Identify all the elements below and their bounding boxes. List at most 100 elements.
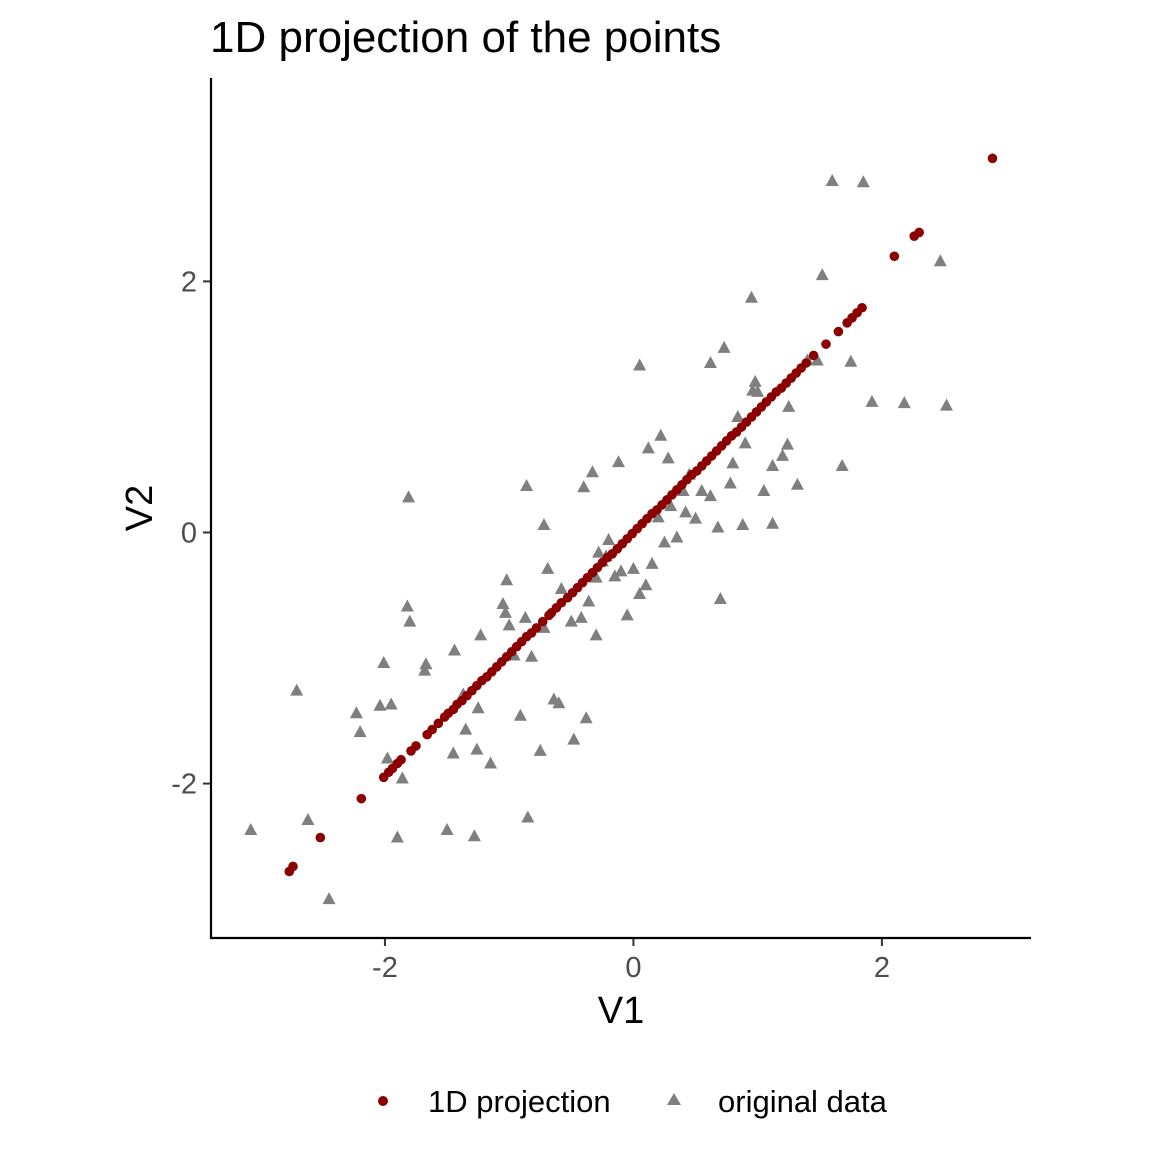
original-data-point [440,823,454,836]
legend: 1D projection original data [378,1084,888,1119]
original-data-point [689,511,703,524]
projection-point [821,339,831,349]
original-data-point [400,599,414,612]
original-data-point [835,458,849,471]
projection-point [531,623,542,633]
original-data-point [518,610,532,623]
original-data-points [244,173,954,905]
original-data-point [657,535,671,548]
original-data-point [521,810,535,823]
original-data-point [633,358,647,371]
projection-points [284,153,998,877]
original-data-point [579,711,593,724]
original-data-point [757,484,771,497]
original-data-point [380,751,394,764]
original-data-point [940,398,954,411]
original-data-point [244,823,258,836]
y-axis-ticks: -2 0 2 [171,266,211,801]
original-data-point [726,456,740,469]
original-data-point [496,597,510,610]
x-tick-label: -2 [372,952,398,984]
original-data-point [585,465,599,478]
projection-point [833,326,844,337]
original-data-point [790,477,804,490]
original-data-point [711,520,725,533]
y-tick-label: 0 [181,517,197,549]
original-data-point [592,545,606,558]
legend-label-original: original data [718,1084,888,1119]
original-data-point [498,605,512,618]
original-data-point [564,614,578,627]
original-data-point [467,829,481,842]
original-data-point [554,581,568,594]
original-data-point [349,706,363,719]
y-tick-label: 2 [181,266,197,298]
original-data-point [582,594,596,607]
original-data-point [537,517,551,530]
original-data-point [703,355,717,368]
original-data-point [448,643,462,656]
projection-point [889,251,900,262]
original-data-point [301,812,315,825]
original-data-point [717,340,731,353]
original-data-point [520,479,534,492]
original-data-point [856,175,870,188]
x-tick-label: 0 [625,952,641,984]
projection-point [288,861,298,872]
original-data-point [602,533,616,546]
original-data-point [474,628,488,641]
x-tick-label: 2 [874,952,890,984]
original-data-point [703,489,717,502]
original-data-point [782,399,796,412]
original-data-point [654,428,668,441]
original-data-point [897,396,911,409]
original-data-point [384,697,398,710]
original-data-point [713,592,727,605]
y-tick-label: -2 [171,769,197,801]
original-data-point [844,354,858,367]
original-data-point [731,409,745,422]
original-data-point [471,701,485,714]
original-data-point [651,510,665,523]
original-data-point [865,394,879,407]
original-data-point [766,458,780,471]
y-axis-title: V2 [119,485,161,531]
original-data-point [661,451,675,464]
original-data-point [810,353,824,366]
original-data-point [933,254,947,267]
projection-point [356,793,367,804]
projection-point [411,741,421,751]
original-data-point [633,587,647,599]
original-data-point [533,743,547,756]
projection-point [433,718,444,729]
original-data-point [502,618,516,631]
original-data-point [612,455,626,468]
original-data-point [679,505,693,518]
legend-label-projection: 1D projection [428,1084,611,1119]
original-data-point [525,649,539,662]
projection-point [537,616,548,627]
original-data-point [639,578,653,591]
x-axis-ticks: -2 0 2 [372,938,890,984]
original-data-point [608,569,622,582]
legend-triangle-marker [667,1093,681,1105]
projection-point [808,350,819,361]
legend-circle-marker [378,1096,388,1106]
original-data-point [403,614,417,627]
projection-point [396,754,406,765]
original-data-point [419,657,433,670]
original-data-point [373,698,387,711]
original-data-point [825,173,839,186]
original-data-point [736,517,750,530]
projection-point [857,302,867,313]
original-data-point [446,746,460,759]
original-data-point [402,490,416,503]
projection-point [315,832,326,843]
original-data-point [738,436,752,449]
original-data-point [626,561,640,574]
original-data-point [377,656,391,669]
original-data-point [748,374,762,387]
original-data-point [395,771,409,784]
x-axis-title: V1 [598,990,644,1032]
original-data-point [780,437,794,450]
